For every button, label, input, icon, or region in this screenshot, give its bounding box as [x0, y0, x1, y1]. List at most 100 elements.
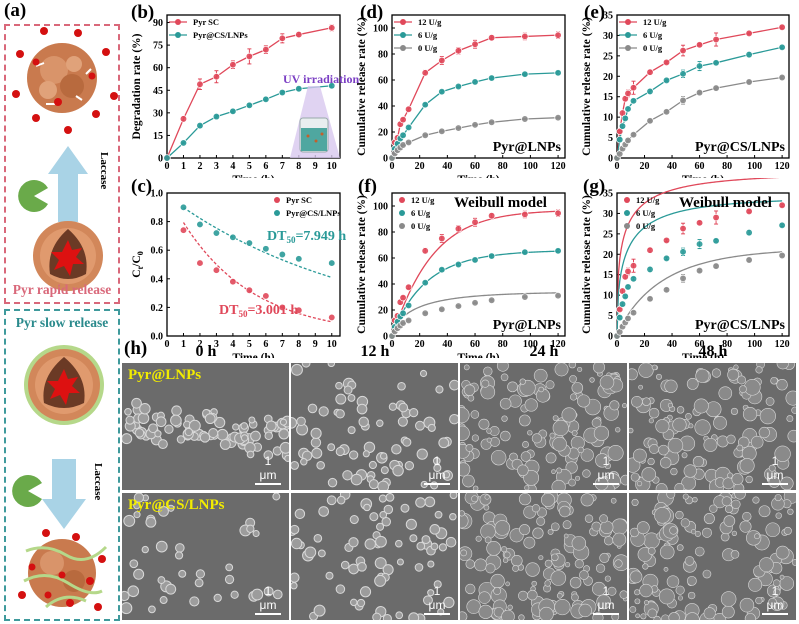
sample-label: Pyr@LNPs — [493, 318, 562, 333]
x-tick-label: 100 — [747, 161, 762, 172]
data-point — [399, 131, 407, 139]
rapid-release-title: Pyr rapid release — [12, 282, 112, 297]
time-label-0h: 0 h — [195, 343, 217, 360]
data-point — [662, 236, 671, 245]
data-point — [471, 218, 479, 226]
data-point — [399, 293, 407, 302]
x-tick-label: 5 — [247, 339, 252, 350]
plot-frame — [616, 14, 790, 159]
scale-bar: 1 μm — [762, 454, 788, 485]
arrow-up-icon — [48, 146, 88, 222]
chart-d-release-lnps: 0 20 40 60 80 100 120 0 20 40 60 80 100 Time (h) Cumul… — [356, 14, 566, 178]
data-point — [521, 115, 529, 123]
data-point — [179, 115, 188, 123]
rapid-release-box: Laccase Pyr rapid release — [4, 24, 120, 304]
data-point — [646, 87, 654, 96]
scale-bar-line — [762, 612, 788, 615]
data-point — [646, 265, 654, 274]
data-point — [438, 127, 446, 136]
data-point — [629, 131, 638, 139]
x-tick-label: 7 — [280, 161, 285, 172]
x-tick-label: 60 — [695, 161, 705, 172]
data-point — [278, 34, 286, 42]
panel-label-g: (g) — [583, 176, 606, 197]
legend-label: 6 U/g — [643, 30, 663, 40]
laccase-enzyme-icon — [12, 475, 42, 507]
data-point — [629, 262, 638, 270]
scale-bar-line — [762, 482, 788, 485]
data-point — [712, 213, 720, 222]
y-tick-label: 90 — [153, 18, 163, 29]
data-point — [245, 286, 254, 294]
data-point — [471, 299, 479, 307]
scale-bar: 1 μm — [762, 584, 788, 615]
legend-marker — [175, 32, 181, 38]
x-tick-label: 80 — [722, 161, 732, 172]
y-tick-label: 80 — [378, 228, 388, 239]
x-tick-label: 100 — [523, 339, 538, 350]
x-axis-label: Time (h) — [457, 174, 499, 178]
scale-bar: 1 μm — [424, 583, 450, 615]
sem-image-cslnps-48h: 1 μm — [629, 493, 796, 620]
panel-label-h: (h) — [124, 338, 148, 359]
data-point — [196, 121, 204, 130]
x-tick-label: 0 — [165, 339, 170, 350]
y-tick-label: 15 — [603, 270, 613, 281]
data-point — [328, 82, 336, 90]
data-point — [629, 275, 638, 283]
y-axis-label: Ct/C0 — [131, 251, 145, 277]
y-tick-label: 20 — [378, 306, 388, 317]
y-tick-label: 0.2 — [151, 303, 164, 314]
data-point — [278, 88, 286, 97]
plot-frame — [166, 192, 341, 337]
data-point — [521, 210, 529, 219]
degraded-particle-icon — [27, 43, 97, 113]
y-tick-label: 35 — [603, 189, 613, 200]
data-point — [212, 73, 221, 81]
data-point — [616, 135, 624, 144]
y-tick-label: 60 — [153, 63, 163, 74]
x-tick-label: 20 — [640, 339, 650, 350]
data-point — [245, 239, 254, 247]
scale-bar-label: 1 μm — [597, 453, 615, 482]
data-point — [262, 95, 270, 103]
data-point — [295, 306, 303, 314]
data-point — [712, 262, 720, 270]
legend-marker — [625, 19, 631, 25]
data-point — [229, 278, 237, 286]
x-tick-label: 0 — [165, 161, 170, 172]
y-axis-label: Cumulative release rate (%) — [581, 195, 593, 334]
data-point — [295, 85, 303, 93]
scale-bar-label: 1 μm — [428, 583, 446, 612]
core-shell-particle-icon — [33, 221, 103, 291]
data-point — [554, 69, 562, 77]
time-label-48h: 48 h — [698, 343, 728, 360]
y-tick-label: 20 — [603, 250, 613, 261]
sem-image-lnps-24h: 1 μm — [460, 363, 627, 490]
legend-label: 0 U/g — [411, 221, 431, 231]
legend-label: Pyr SC — [193, 17, 219, 27]
data-point — [621, 292, 629, 301]
fit-curve — [616, 200, 783, 337]
data-point — [695, 219, 704, 227]
scale-bar-line — [255, 482, 281, 485]
data-point — [229, 233, 237, 241]
x-tick-label: 60 — [695, 339, 705, 350]
data-point — [629, 309, 638, 317]
x-tick-label: 20 — [640, 161, 650, 172]
data-point — [262, 292, 270, 300]
scale-bar-line — [593, 482, 619, 485]
data-point — [745, 78, 753, 86]
data-point — [778, 43, 786, 51]
sem-image-cslnps-12h: 1 μm — [291, 493, 458, 620]
fit-curve — [182, 222, 332, 323]
series-line — [166, 27, 332, 159]
data-point — [421, 247, 429, 255]
x-tick-label: 10 — [327, 161, 337, 172]
legend-label: 12 U/g — [418, 17, 442, 27]
x-tick-label: 2 — [197, 339, 202, 350]
scale-bar: 1 μm — [255, 584, 281, 615]
time-label-24h: 24 h — [529, 343, 559, 360]
plot-frame — [616, 192, 790, 337]
data-point — [295, 30, 303, 39]
